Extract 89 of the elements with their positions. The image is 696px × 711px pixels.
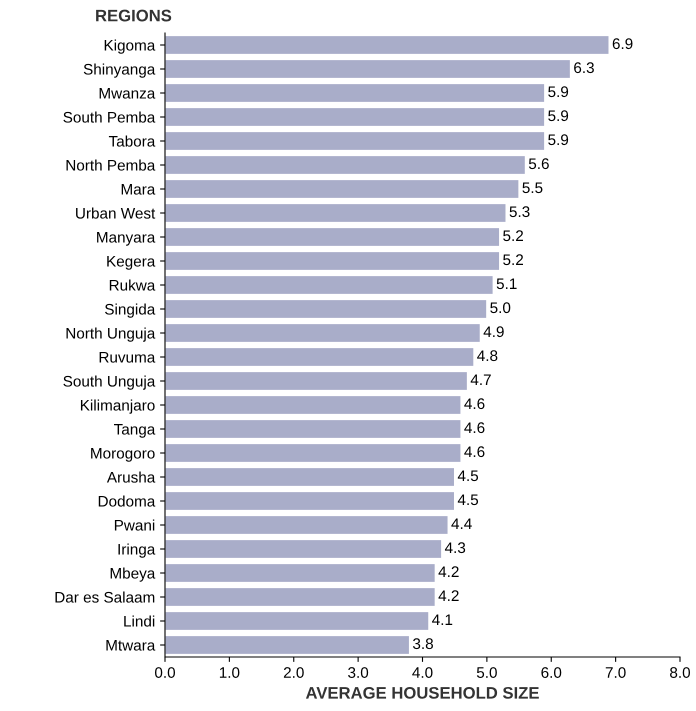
bar [165, 394, 462, 416]
data-label: 4.5 [458, 470, 478, 482]
y-tick-label: North Unguja [66, 327, 156, 342]
y-tick-label: Urban West [76, 207, 156, 219]
bar [165, 514, 449, 536]
y-axis-title: REGIONS [96, 10, 172, 22]
data-label: 5.1 [496, 278, 517, 290]
bar [165, 178, 520, 200]
bar [165, 82, 546, 104]
y-tick-label: Morogoro [91, 448, 155, 462]
data-label: 4.2 [438, 590, 459, 601]
y-tick-label: Mbeya [110, 567, 156, 582]
bar [165, 586, 436, 608]
bar [165, 466, 456, 488]
data-label: 4.7 [470, 374, 491, 385]
bar [165, 274, 494, 296]
x-tick-label: 2.0 [284, 667, 304, 678]
y-tick-label: Kegera [107, 256, 156, 270]
data-label: 4.4 [451, 518, 472, 529]
y-tick-label: Dodoma [98, 495, 156, 507]
data-label: 5.3 [510, 206, 530, 218]
y-tick-label: Kigoma [104, 39, 156, 54]
bar [165, 610, 430, 632]
x-tick-label: 8.0 [670, 667, 690, 678]
x-tick-label: 0.0 [154, 667, 176, 678]
data-label: 6.9 [612, 38, 632, 50]
y-tick-label: Rukwa [110, 279, 156, 291]
bar [165, 58, 572, 80]
data-label: 4.6 [464, 446, 484, 458]
data-label: 4.6 [464, 398, 484, 410]
data-label: 3.8 [412, 638, 433, 650]
x-tick-label: 5.0 [476, 667, 497, 678]
bar [165, 418, 462, 440]
bar [165, 370, 468, 392]
bar [165, 34, 610, 56]
bar [165, 106, 546, 128]
y-tick-label: Shinyanga [84, 63, 156, 78]
bar [165, 562, 436, 584]
bar [165, 634, 410, 656]
x-tick-label: 7.0 [606, 667, 626, 678]
data-label: 4.3 [444, 542, 466, 554]
data-label: 5.2 [503, 230, 523, 242]
y-tick-label: Kilimanjaro [80, 399, 155, 414]
bar [165, 442, 462, 464]
y-tick-label: Dar es Salaam [55, 591, 154, 603]
bar [165, 298, 488, 320]
bar [165, 538, 443, 560]
data-label: 4.1 [432, 614, 452, 625]
y-tick-label: Singida [105, 303, 156, 318]
bar [165, 346, 475, 368]
data-label: 5.0 [490, 302, 510, 314]
data-label: 5.9 [548, 134, 568, 146]
x-tick-label: 3.0 [348, 667, 368, 678]
y-tick-label: Mwanza [100, 88, 156, 99]
data-label: 5.9 [548, 86, 568, 98]
y-tick-label: Mtwara [106, 640, 156, 651]
y-tick-label: Ruvuma [100, 352, 156, 363]
bar [165, 154, 526, 176]
data-label: 4.5 [458, 494, 478, 506]
data-label: 4.8 [477, 350, 498, 362]
y-tick-label: Lindi [124, 615, 154, 627]
y-tick-label: Pwani [114, 519, 154, 531]
y-tick-label: Arusha [106, 471, 156, 483]
data-label: 5.5 [522, 182, 542, 194]
x-tick-label: 6.0 [541, 667, 562, 678]
data-label: 6.3 [574, 62, 594, 74]
x-tick-label: 4.0 [412, 667, 433, 678]
y-tick-label: Manyara [97, 232, 156, 246]
y-tick-label: South Pemba [63, 111, 156, 123]
y-tick-label: Tabora [108, 135, 156, 147]
bar [165, 226, 500, 248]
data-label: 4.6 [464, 422, 484, 434]
x-axis-title: AVERAGE HOUSEHOLD SIZE [306, 686, 539, 699]
bar [165, 322, 482, 344]
data-label: 5.2 [503, 254, 523, 266]
x-tick-label: 1.0 [220, 667, 240, 678]
bar [165, 250, 500, 272]
bar [165, 130, 546, 152]
y-tick-label: Iringa [118, 543, 156, 558]
bar [165, 202, 507, 224]
y-tick-label: South Unguja [63, 375, 156, 390]
data-label: 5.9 [548, 110, 568, 122]
data-label: 5.6 [528, 158, 549, 170]
y-tick-label: Tanga [114, 424, 156, 438]
data-label: 4.9 [484, 326, 504, 338]
y-tick-label: North Pemba [66, 159, 156, 171]
y-tick-label: Mara [122, 184, 156, 195]
data-label: 4.2 [438, 566, 459, 577]
bar [165, 490, 456, 512]
